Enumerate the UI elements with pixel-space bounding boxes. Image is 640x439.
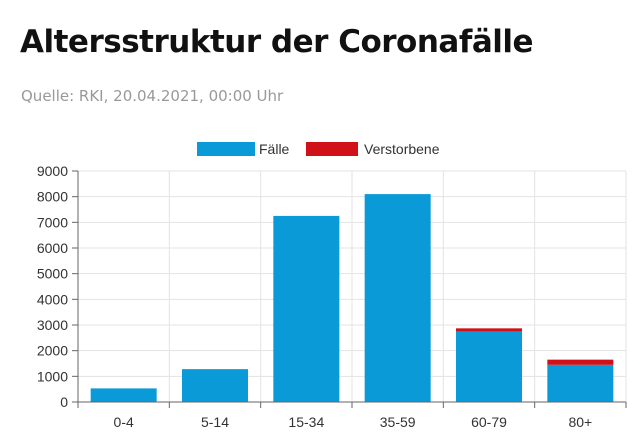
legend[interactable]: Fälle Verstorbene (197, 141, 440, 157)
legend-label: Verstorbene (364, 141, 440, 157)
bar-verstorbene-80+[interactable] (547, 359, 614, 365)
bar-faelle-15-34[interactable] (273, 215, 340, 402)
y-tick-label: 6000 (37, 240, 68, 256)
y-tick-label: 8000 (37, 189, 68, 205)
grid-lines (77, 170, 627, 403)
y-tick-label: 2000 (37, 343, 68, 359)
legend-label: Fälle (259, 141, 290, 157)
bar-verstorbene-60-79[interactable] (456, 328, 522, 332)
y-tick-label: 7000 (37, 214, 68, 230)
y-tick-label: 9000 (37, 163, 68, 179)
y-tick-label: 1000 (37, 368, 68, 384)
x-tick-label: 5-14 (201, 414, 229, 430)
x-tick-label: 60-79 (471, 414, 507, 430)
legend-item-faelle[interactable]: Fälle (197, 141, 290, 157)
y-tick-label: 0 (60, 394, 68, 410)
y-tick-label: 3000 (37, 317, 68, 333)
bar-faelle-35-59[interactable] (364, 194, 431, 402)
bars (90, 194, 614, 402)
bar-faelle-60-79[interactable] (456, 331, 522, 402)
y-tick-label: 4000 (37, 291, 68, 307)
legend-swatch (306, 142, 358, 156)
axes: 0 1000 2000 3000 4000 5000 6000 7000 8000 9000 0-4… (37, 163, 627, 430)
source-note: Quelle: RKI, 20.04.2021, 00:00 Uhr (21, 87, 284, 105)
bar-faelle-5-14[interactable] (182, 369, 248, 402)
x-tick-label: 15-34 (288, 414, 324, 430)
x-tick-label: 80+ (568, 414, 592, 430)
chart-title: Altersstruktur der Coronafälle (20, 24, 534, 60)
x-tick-label: 0-4 (114, 414, 134, 430)
x-tick-label: 35-59 (380, 414, 416, 430)
bar-faelle-0-4[interactable] (90, 388, 157, 402)
y-tick-label: 5000 (37, 266, 68, 282)
legend-item-verstorbene[interactable]: Verstorbene (306, 141, 440, 157)
bar-faelle-80+[interactable] (547, 364, 614, 402)
legend-swatch (197, 142, 255, 156)
